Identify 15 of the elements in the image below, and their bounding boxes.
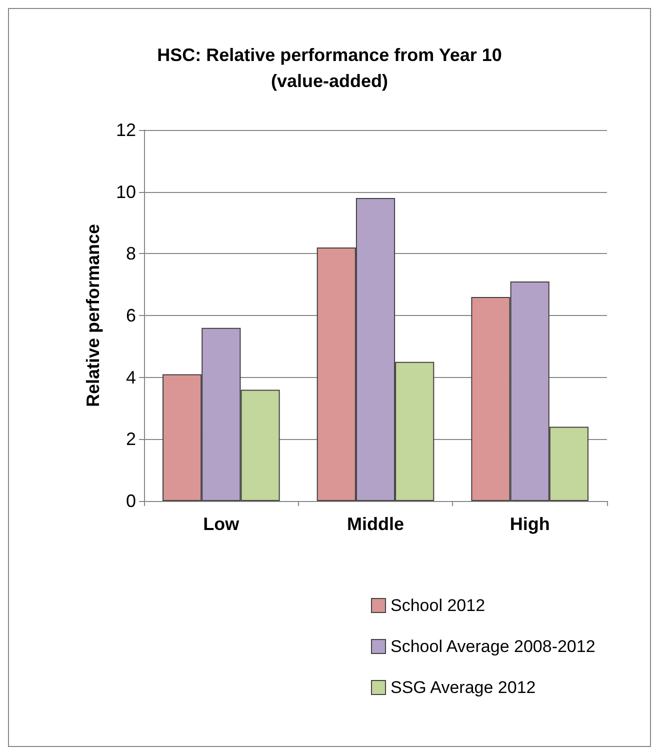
y-tick-label: 6	[126, 306, 136, 326]
y-axis-title: Relative performance	[83, 224, 103, 408]
y-tick-label: 10	[116, 182, 136, 202]
y-tick-label: 2	[126, 429, 136, 450]
legend-label: School Average 2008-2012	[390, 637, 596, 656]
y-tick-label: 4	[126, 367, 136, 388]
legend-label: SSG Average 2012	[390, 678, 536, 697]
x-tick-label: Middle	[347, 514, 404, 534]
legend-label: School 2012	[390, 596, 486, 615]
x-tick-label: Low	[203, 514, 240, 534]
y-tick-label: 12	[116, 120, 136, 140]
y-tick-label: 8	[126, 244, 136, 264]
chart-title: HSC: Relative performance from Year 10 (value-added)	[157, 45, 502, 91]
x-tick-label: High	[510, 514, 550, 534]
y-tick-label: 0	[126, 491, 136, 511]
